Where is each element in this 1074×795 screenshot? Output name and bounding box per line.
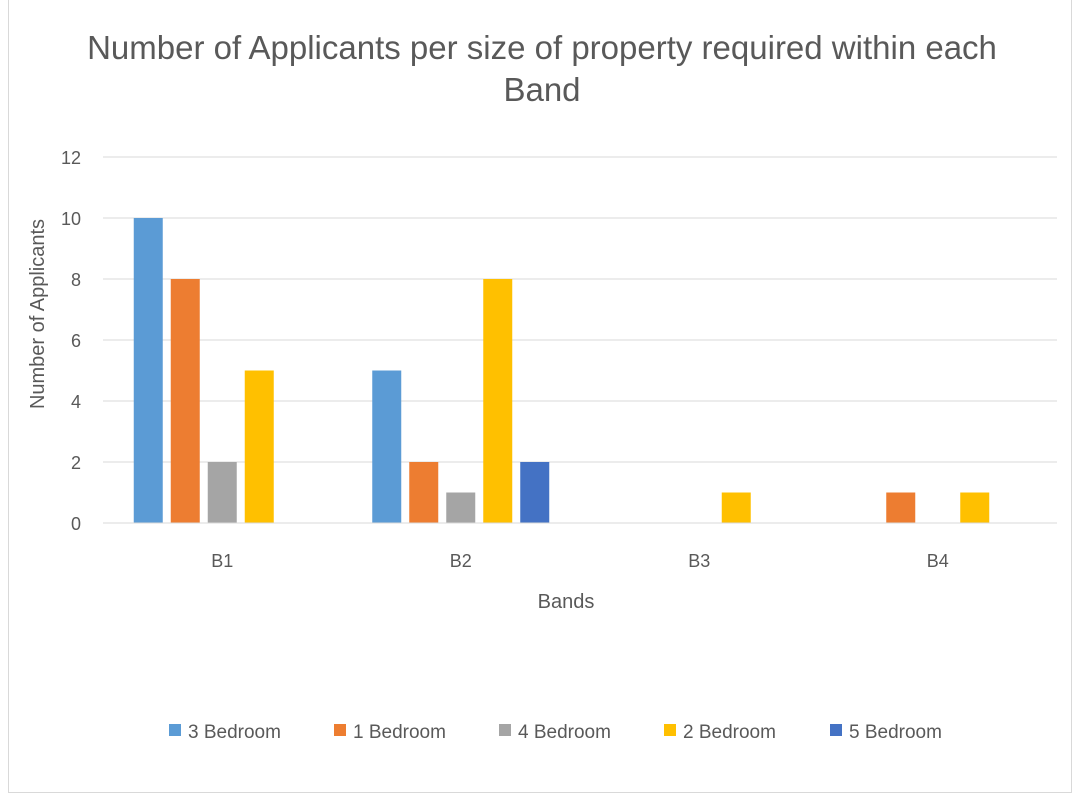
chart-title: Number of Applicants per size of propert… [87, 29, 997, 108]
bar-b2-2-bedroom [483, 279, 513, 523]
x-axis-title: Bands [538, 591, 595, 613]
bar-b4-2-bedroom [960, 492, 990, 523]
legend-item: 3 Bedroom [169, 722, 281, 743]
bar-b2-4-bedroom [446, 492, 476, 523]
chart-title-line-1: Number of Applicants per size of propert… [87, 29, 997, 66]
legend-label: 4 Bedroom [518, 722, 611, 743]
y-axis-tick-labels: 0 2 4 6 8 10 12 [61, 148, 81, 534]
x-tick-label: B2 [450, 551, 472, 571]
bar-b2-1-bedroom [409, 462, 439, 523]
legend-swatch [664, 724, 676, 736]
legend-swatch [334, 724, 346, 736]
legend-item: 1 Bedroom [334, 722, 446, 743]
y-tick-label: 8 [71, 270, 81, 290]
legend-swatch [169, 724, 181, 736]
legend: 3 Bedroom 1 Bedroom 4 Bedroom 2 Bedroom 5 Be… [169, 722, 942, 743]
x-tick-label: B1 [211, 551, 233, 571]
legend-swatch [499, 724, 511, 736]
y-tick-label: 0 [71, 514, 81, 534]
bar-b3-2-bedroom [721, 492, 751, 523]
x-tick-label: B4 [927, 551, 949, 571]
bar-b1-2-bedroom [244, 370, 274, 523]
legend-label: 5 Bedroom [849, 722, 942, 743]
bar-b2-3-bedroom [372, 370, 402, 523]
bar-b1-1-bedroom [170, 279, 200, 523]
y-tick-label: 12 [61, 148, 81, 168]
bars [133, 218, 990, 523]
chart-title-line-2: Band [503, 71, 580, 108]
legend-item: 4 Bedroom [499, 722, 611, 743]
legend-item: 2 Bedroom [664, 722, 776, 743]
legend-label: 3 Bedroom [188, 722, 281, 743]
x-axis-tick-labels: B1 B2 B3 B4 [211, 551, 949, 571]
bar-b1-3-bedroom [133, 218, 163, 523]
legend-label: 2 Bedroom [683, 722, 776, 743]
legend-item: 5 Bedroom [830, 722, 942, 743]
y-tick-label: 6 [71, 331, 81, 351]
y-tick-label: 10 [61, 209, 81, 229]
legend-label: 1 Bedroom [353, 722, 446, 743]
bar-b2-5-bedroom [520, 462, 550, 523]
bar-b4-1-bedroom [886, 492, 916, 523]
legend-swatch [830, 724, 842, 736]
bar-b1-4-bedroom [207, 462, 237, 523]
x-tick-label: B3 [688, 551, 710, 571]
y-tick-label: 2 [71, 453, 81, 473]
y-axis-title: Number of Applicants [27, 219, 49, 409]
y-tick-label: 4 [71, 392, 81, 412]
